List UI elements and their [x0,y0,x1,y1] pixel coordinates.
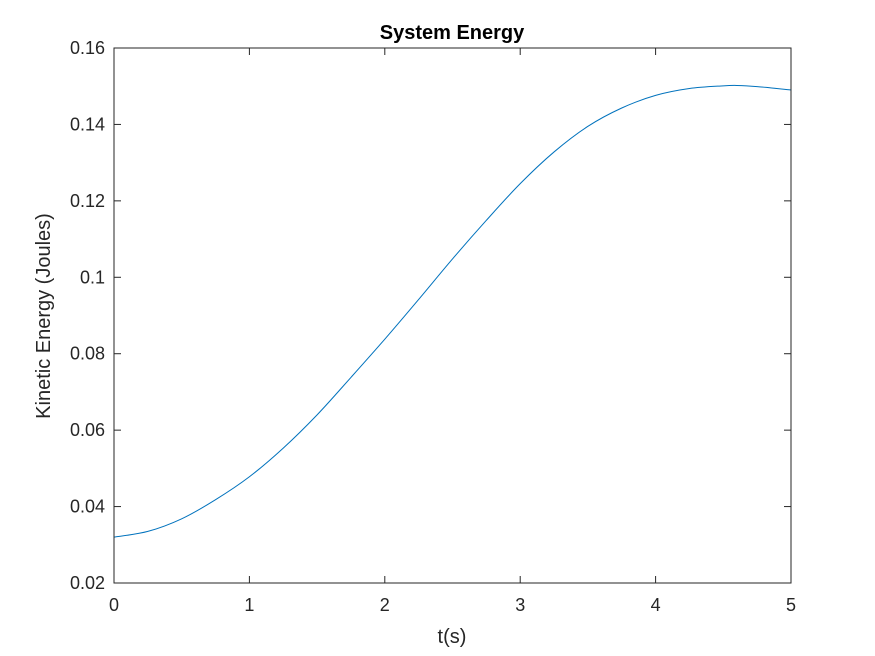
y-tick-label: 0.04 [70,497,105,517]
x-axis-label: t(s) [438,626,467,648]
y-tick-label: 0.14 [70,114,105,134]
y-tick-label: 0.08 [70,344,105,364]
y-tick-label: 0.06 [70,420,105,440]
series-line [113,84,792,538]
y-tick-label: 0.12 [70,191,105,211]
x-tick-label: 4 [651,595,661,615]
x-tick-label: 3 [515,595,525,615]
chart-title: System Energy [380,22,525,44]
x-tick-labels: 0 1 2 3 4 5 [109,595,796,615]
x-tick-label: 5 [786,595,796,615]
y-tick-label: 0.1 [80,267,105,287]
axes-box [113,47,792,584]
plot-area [113,84,792,538]
y-axis-label: Kinetic Energy (Joules) [33,213,55,419]
x-tick-label: 0 [109,595,119,615]
ticks-layer [113,47,792,584]
x-tick-label: 1 [244,595,254,615]
y-tick-label: 0.16 [70,38,105,58]
y-tick-label: 0.02 [70,573,105,593]
x-tick-label: 2 [380,595,390,615]
y-tick-labels: 0.02 0.04 0.06 0.08 0.1 0.12 0.14 0.16 [70,38,105,593]
